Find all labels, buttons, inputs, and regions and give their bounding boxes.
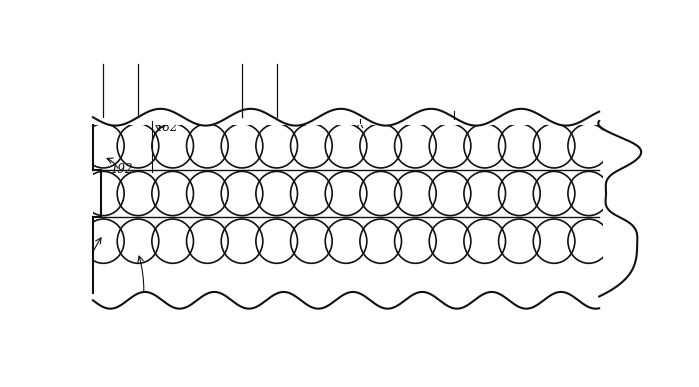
Text: 182: 182	[155, 121, 178, 134]
Polygon shape	[3, 3, 696, 125]
Text: 188: 188	[256, 12, 278, 25]
Text: 186: 186	[617, 113, 639, 126]
Polygon shape	[3, 117, 93, 300]
Text: 192: 192	[69, 315, 91, 328]
Text: 194: 194	[6, 187, 29, 200]
Text: 144: 144	[443, 96, 466, 109]
Text: 180: 180	[350, 107, 372, 120]
Polygon shape	[603, 117, 696, 300]
Text: 192: 192	[121, 321, 143, 334]
Text: 192: 192	[110, 163, 133, 176]
Text: 187: 187	[617, 180, 639, 193]
Polygon shape	[3, 293, 696, 384]
Text: ФИГ.15: ФИГ.15	[307, 360, 392, 378]
Text: 190: 190	[58, 12, 81, 25]
